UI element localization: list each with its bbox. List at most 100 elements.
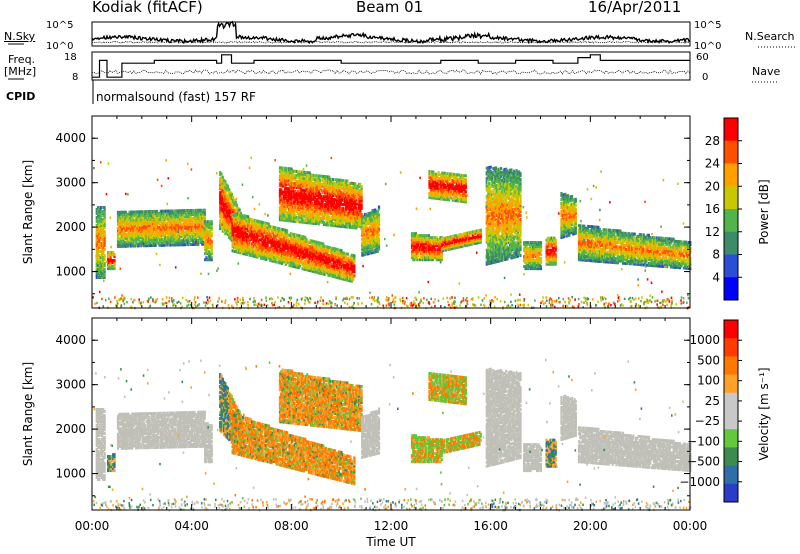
echo-cell	[219, 181, 222, 185]
echo-cell	[313, 240, 316, 244]
echo-cell	[271, 257, 274, 261]
echo-cell	[157, 219, 160, 223]
echo-cell	[287, 197, 291, 201]
echo-cell	[181, 225, 184, 229]
echo-cell	[154, 229, 157, 233]
echo-cell	[239, 237, 242, 241]
echo-cell	[301, 267, 304, 271]
echo-cell	[248, 241, 251, 245]
echo-cell	[271, 241, 274, 245]
echo-cell	[102, 226, 105, 229]
echo-cell	[270, 251, 273, 255]
echo-cell	[310, 247, 313, 251]
echo-cell	[251, 250, 254, 254]
echo-cell	[374, 226, 377, 230]
echo-cell	[368, 211, 372, 215]
echo-cell	[132, 238, 135, 242]
echo-cell	[171, 241, 174, 245]
echo-cell	[256, 235, 259, 239]
echo-cell	[339, 276, 342, 280]
echo-cell	[311, 191, 314, 195]
echo-cell	[313, 204, 317, 207]
echo-cell	[307, 207, 310, 211]
echo-cell	[350, 279, 353, 283]
echo-cell	[186, 227, 190, 231]
echo-cell	[345, 276, 348, 280]
echo-cell	[201, 236, 204, 240]
echo-cell	[346, 219, 349, 223]
echo-cell	[245, 241, 248, 244]
echo-cell	[332, 188, 335, 191]
echo-cell	[208, 254, 211, 258]
echo-cell	[318, 269, 321, 273]
echo-cell	[317, 222, 320, 226]
echo-cell	[302, 194, 305, 198]
echo-cell	[299, 172, 302, 176]
echo-cell	[274, 236, 277, 240]
echo-cell	[315, 176, 318, 180]
echo-cell	[319, 251, 322, 255]
echo-cell	[197, 210, 200, 214]
echo-cell	[253, 236, 256, 240]
echo-cell	[140, 228, 143, 232]
echo-cell	[184, 213, 187, 217]
echo-cell	[282, 254, 285, 258]
echo-cell	[354, 212, 357, 216]
echo-cell	[299, 210, 302, 214]
echo-cell	[251, 252, 254, 256]
echo-cell	[261, 250, 264, 254]
echo-cell	[136, 224, 139, 228]
echo-cell	[124, 226, 127, 230]
echo-cell	[341, 261, 344, 265]
echo-cell	[120, 234, 123, 238]
echo-cell	[235, 216, 238, 220]
echo-cell	[306, 213, 309, 217]
echo-cell	[249, 250, 252, 253]
echo-cell	[321, 176, 324, 180]
echo-cell	[304, 265, 307, 269]
echo-cell	[116, 214, 120, 218]
echo-cell	[326, 253, 329, 257]
echo-cell	[116, 226, 120, 230]
echo-cell	[377, 241, 381, 245]
mhz-label: [MHz]	[4, 65, 37, 78]
echo-cell	[99, 220, 102, 223]
echo-cell	[116, 244, 120, 248]
echo-cell	[302, 176, 305, 180]
echo-cell	[221, 219, 224, 223]
echo-cell	[159, 211, 162, 215]
echo-cell	[324, 191, 327, 195]
echo-cell	[342, 213, 345, 217]
echo-cell	[202, 242, 205, 246]
echo-cell	[265, 227, 268, 231]
echo-cell	[345, 209, 348, 213]
echo-cell	[162, 233, 165, 237]
echo-cell	[257, 219, 260, 223]
echo-cell	[274, 254, 277, 258]
echo-cell	[127, 242, 130, 246]
echo-cell	[253, 252, 256, 256]
echo-cell	[306, 242, 309, 246]
echo-cell	[339, 266, 342, 270]
echo-cell	[177, 239, 180, 243]
echo-cell	[148, 240, 151, 244]
echo-cell	[116, 238, 120, 242]
echo-cell	[360, 201, 363, 204]
echo-cell	[138, 226, 142, 230]
echo-cell	[204, 248, 207, 252]
echo-cell	[330, 191, 333, 195]
echo-cell	[322, 181, 326, 184]
echo-cell	[339, 256, 342, 260]
echo-cell	[325, 211, 328, 215]
echo-cell	[110, 267, 113, 271]
echo-cell	[335, 218, 339, 222]
echo-cell	[289, 260, 292, 264]
echo-cell	[367, 220, 370, 224]
echo-cell	[343, 259, 346, 263]
echo-cell	[350, 191, 353, 195]
echo-cell	[221, 179, 224, 183]
echo-cell	[103, 242, 106, 245]
nsky-series	[91, 20, 691, 45]
echo-cell	[298, 258, 302, 262]
